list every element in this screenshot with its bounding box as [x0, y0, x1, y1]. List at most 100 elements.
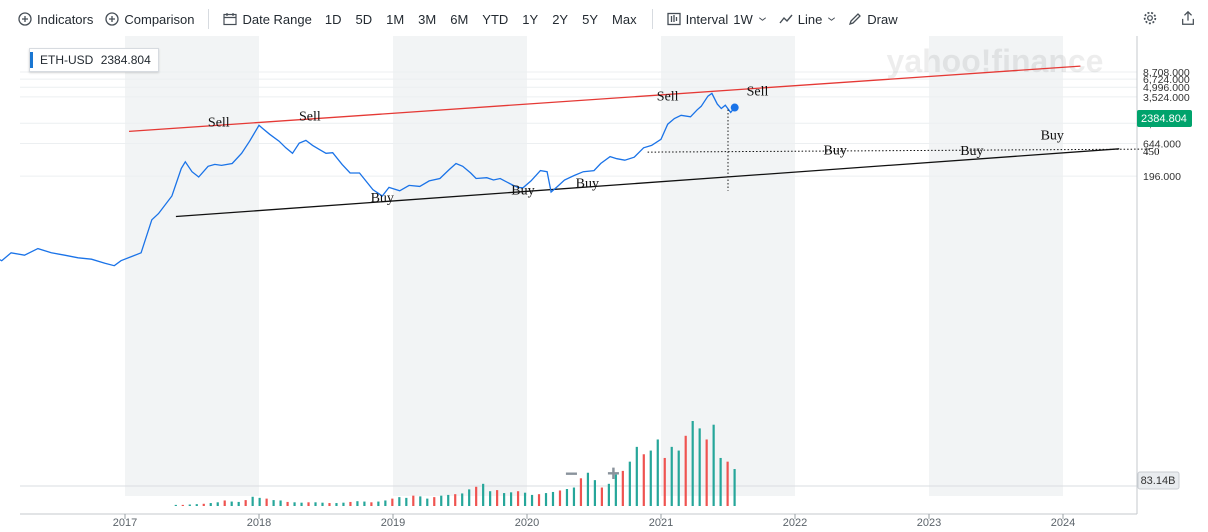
grid-lines [20, 36, 1138, 515]
volume-bar [202, 503, 205, 506]
price-chart[interactable]: yahoo!finance Sell Sell Buy Buy Buy Sell Sell B… [0, 36, 1208, 532]
volume-bar [342, 502, 345, 506]
chevron-down-icon [828, 17, 836, 21]
volume-bar [419, 496, 422, 506]
price-line-series [0, 92, 736, 267]
x-tick-label: 2024 [1051, 517, 1075, 529]
volume-bar [391, 498, 394, 506]
volume-bar [523, 492, 527, 506]
volume-bar [551, 491, 555, 506]
volume-bar [509, 492, 513, 506]
volume-bar [349, 501, 352, 506]
volume-bar [600, 487, 603, 506]
range-1d[interactable]: 1D [324, 11, 342, 27]
y-tick-label: 196.000 [1143, 171, 1181, 183]
x-axis: 2017 2018 2019 2020 2021 2022 2023 2024 [113, 514, 1075, 529]
volume-bar [475, 486, 478, 506]
range-5d[interactable]: 5D [355, 11, 373, 27]
volume-bar [328, 503, 331, 506]
volume-bar [593, 480, 597, 506]
divider [208, 9, 210, 29]
volume-bar [579, 478, 583, 506]
y-tick-label: 644.000 [1143, 138, 1181, 150]
range-5y[interactable]: 5Y [582, 11, 599, 27]
chart-toolbar: Indicators Comparison Date Range 1D 5D 1… [0, 0, 1208, 38]
volume-bar [286, 501, 289, 506]
share-button[interactable] [1180, 10, 1198, 28]
volume-bar [188, 504, 191, 506]
x-tick-label: 2018 [247, 517, 271, 529]
toolbar-right [1142, 10, 1198, 28]
range-1m[interactable]: 1M [386, 11, 405, 27]
indicators-button[interactable]: Indicators [12, 12, 99, 27]
volume-bar [433, 497, 436, 506]
y-tick-label: 3,524.000 [1143, 92, 1190, 104]
year-bands [125, 36, 1063, 496]
volume-bar [377, 501, 380, 506]
x-tick-label: 2023 [917, 517, 941, 529]
buy-sell-annotations: Sell Sell Buy Buy Buy Sell Sell Buy Buy Buy [208, 84, 1064, 205]
trendline-resistance [128, 65, 1081, 133]
volume-bar [314, 502, 317, 506]
annotation-label: Buy [824, 144, 847, 159]
volume-bar [195, 504, 198, 506]
last-price-dot [730, 103, 739, 112]
range-max[interactable]: Max [612, 11, 637, 27]
volume-bar [300, 502, 303, 506]
draw-button[interactable]: Draw [842, 12, 903, 27]
volume-bar [565, 489, 569, 506]
x-tick-label: 2022 [783, 517, 807, 529]
volume-bar [558, 490, 562, 506]
y-tick-label: 4,996.000 [1143, 82, 1190, 94]
annotation-label: Sell [657, 89, 679, 104]
year-band [661, 36, 795, 496]
settings-button[interactable] [1142, 10, 1160, 28]
date-range-button[interactable]: Date Range [217, 12, 317, 27]
volume-bar [321, 502, 324, 506]
interval-dropdown[interactable]: Interval 1W [661, 12, 773, 27]
volume-bar [244, 500, 247, 506]
volume-bar [216, 502, 219, 506]
volume-bar [440, 495, 443, 506]
draw-label: Draw [867, 11, 898, 27]
chart-type-label: Line [797, 11, 823, 27]
zoom-in-button[interactable]: + [607, 461, 620, 486]
chart-type-dropdown[interactable]: Line [773, 12, 843, 27]
calendar-icon [223, 13, 238, 26]
volume-bar [635, 446, 638, 506]
range-ytd[interactable]: YTD [482, 11, 509, 27]
yahoo-finance-watermark: yahoo!finance [887, 43, 1104, 79]
interval-value: 1W [733, 11, 753, 27]
comparison-button[interactable]: Comparison [99, 12, 200, 27]
zoom-out-button[interactable]: − [565, 461, 578, 486]
annotation-label: Buy [960, 144, 983, 159]
volume-tag-text: 83.14B [1141, 475, 1176, 487]
volume-bar [363, 501, 366, 506]
last-price-tag: 2384.804 [1137, 110, 1192, 127]
series-color-bar [30, 52, 33, 68]
range-6m[interactable]: 6M [450, 11, 469, 27]
volume-bar [237, 501, 240, 506]
volume-bar [230, 501, 233, 506]
volume-bar [209, 503, 212, 506]
year-band [125, 36, 259, 496]
volume-bar [356, 501, 359, 506]
range-1y[interactable]: 1Y [522, 11, 539, 27]
volume-bar [663, 457, 666, 506]
volume-bar [698, 428, 701, 506]
annotation-label: Sell [208, 115, 230, 130]
volume-bar [293, 502, 296, 506]
annotation-label: Buy [1041, 128, 1064, 143]
volume-bar [614, 474, 617, 506]
ticker-badge[interactable]: ETH-USD 2384.804 [29, 48, 159, 72]
x-tick-label: 2020 [515, 517, 539, 529]
range-3m[interactable]: 3M [418, 11, 437, 27]
volume-bar [398, 497, 401, 506]
range-2y[interactable]: 2Y [552, 11, 569, 27]
volume-bar [405, 497, 408, 506]
x-tick-label: 2017 [113, 517, 137, 529]
volume-bar [649, 450, 652, 506]
ticker-price: 2384.804 [100, 53, 151, 67]
volume-bar [482, 483, 485, 506]
volume-bar [537, 494, 541, 506]
